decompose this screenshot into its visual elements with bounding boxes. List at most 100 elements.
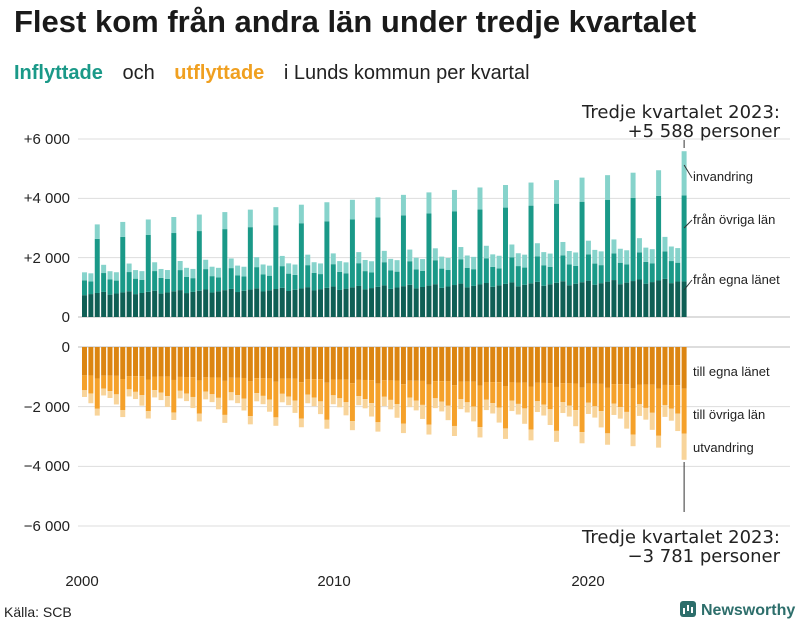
- bar-out-egna: [534, 347, 540, 383]
- bar-out-utvandring: [675, 413, 681, 432]
- bar-out-ovriga: [515, 382, 521, 404]
- bar-out-utvandring: [400, 423, 406, 434]
- bar-out-utvandring: [579, 432, 585, 444]
- bar-in-ovriga: [617, 262, 623, 285]
- bar-out-ovriga: [305, 379, 311, 395]
- bar-out-egna: [541, 347, 547, 383]
- bar-in-egna: [260, 291, 266, 317]
- bar-in-ovriga: [681, 195, 687, 282]
- bar-out-utvandring: [120, 410, 126, 418]
- bar-in-ovriga: [420, 270, 426, 287]
- bar-out-egna: [592, 347, 598, 384]
- bar-out-utvandring: [630, 434, 636, 447]
- bar-in-egna: [477, 284, 483, 317]
- bar-out-egna: [503, 347, 508, 387]
- bar-out-egna: [260, 347, 266, 379]
- bar-in-egna: [241, 290, 247, 317]
- bar-in-invandring: [318, 263, 323, 275]
- bar-in-ovriga: [496, 268, 502, 286]
- bar-out-ovriga: [509, 382, 515, 401]
- bar-in-invandring: [464, 255, 470, 268]
- bar-in-invandring: [107, 271, 113, 280]
- bar-in-ovriga: [407, 261, 413, 285]
- bar-in-ovriga: [528, 205, 534, 284]
- bar-in-egna: [400, 286, 406, 317]
- bar-out-ovriga: [375, 383, 381, 423]
- bar-out-utvandring: [247, 416, 253, 425]
- y-tick-top-4000: +4 000: [24, 190, 70, 207]
- bar-out-egna: [222, 347, 228, 381]
- bar-in-ovriga: [432, 260, 438, 285]
- bar-out-egna: [215, 347, 221, 378]
- bar-in-invandring: [196, 214, 202, 232]
- bar-in-egna: [190, 291, 196, 317]
- bar-out-egna: [369, 347, 375, 381]
- bar-in-ovriga: [605, 199, 611, 282]
- bar-out-egna: [113, 347, 119, 376]
- bar-in-invandring: [88, 273, 94, 282]
- bar-out-egna: [171, 347, 177, 380]
- bar-out-egna: [94, 347, 100, 379]
- leader-fran-egna: [683, 279, 693, 291]
- bar-in-egna: [407, 284, 413, 317]
- bar-in-ovriga: [203, 269, 209, 290]
- bar-in-invandring: [266, 265, 272, 276]
- brand-logo: Newsworthy: [680, 601, 795, 620]
- bar-in-invandring: [241, 266, 247, 277]
- bar-in-ovriga: [305, 265, 311, 288]
- bar-in-ovriga: [145, 234, 151, 292]
- bar-out-utvandring: [649, 412, 655, 430]
- bar-in-ovriga: [509, 257, 515, 283]
- bar-out-ovriga: [228, 377, 234, 393]
- bar-in-egna: [592, 284, 598, 317]
- bar-in-invandring: [273, 207, 279, 226]
- bar-out-utvandring: [554, 430, 560, 442]
- bar-in-egna: [579, 282, 585, 317]
- bar-out-ovriga: [381, 380, 387, 397]
- bar-out-ovriga: [113, 375, 119, 395]
- bar-out-ovriga: [643, 384, 649, 408]
- bar-in-ovriga: [477, 209, 483, 285]
- bar-out-utvandring: [164, 396, 170, 407]
- bar-out-egna: [107, 347, 113, 376]
- bar-in-ovriga: [152, 271, 158, 291]
- bar-in-egna: [158, 293, 164, 317]
- bar-out-utvandring: [643, 407, 649, 420]
- bar-in-ovriga: [330, 264, 336, 287]
- bar-out-egna: [228, 347, 234, 378]
- bar-out-utvandring: [560, 402, 566, 414]
- bar-in-ovriga: [464, 267, 470, 288]
- bar-in-invandring: [534, 243, 540, 257]
- bar-out-ovriga: [503, 386, 508, 429]
- bar-in-invandring: [305, 254, 311, 266]
- bar-out-ovriga: [330, 379, 336, 396]
- bar-out-ovriga: [171, 379, 177, 413]
- bar-out-egna: [139, 347, 145, 377]
- bar-out-ovriga: [636, 384, 642, 405]
- bar-out-ovriga: [554, 386, 560, 431]
- bar-in-egna: [362, 289, 368, 317]
- bar-in-ovriga: [388, 270, 394, 289]
- bar-out-egna: [241, 347, 247, 378]
- bar-in-egna: [152, 290, 158, 317]
- bar-out-utvandring: [471, 406, 477, 422]
- bar-in-ovriga: [503, 207, 508, 284]
- bar-in-ovriga: [298, 223, 304, 289]
- bar-in-egna: [534, 281, 540, 317]
- bar-out-utvandring: [311, 397, 317, 407]
- newsworthy-icon: [680, 601, 696, 617]
- bar-out-egna: [547, 347, 553, 384]
- bar-in-invandring: [477, 187, 483, 210]
- bar-in-egna: [292, 289, 298, 317]
- bar-out-utvandring: [547, 409, 553, 426]
- bar-out-egna: [585, 347, 591, 384]
- bar-out-utvandring: [668, 408, 674, 421]
- bar-out-ovriga: [120, 379, 126, 410]
- bar-in-ovriga: [400, 215, 406, 287]
- bar-out-utvandring: [286, 396, 292, 406]
- bar-out-utvandring: [88, 393, 94, 404]
- bar-in-ovriga: [643, 261, 649, 284]
- bar-in-invandring: [184, 267, 190, 277]
- bar-in-egna: [228, 288, 234, 317]
- bar-out-utvandring: [356, 396, 362, 406]
